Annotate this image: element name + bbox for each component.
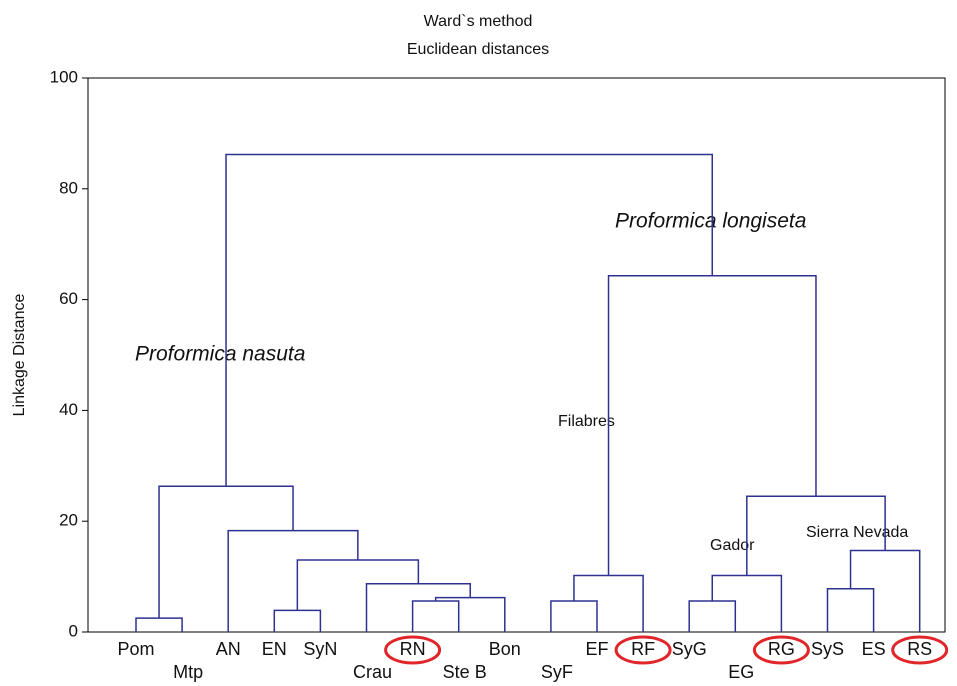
merge-link [296,559,420,611]
annotation: Proformica longiseta [615,210,806,233]
leaf-label: SyF [541,662,573,682]
y-tick-label: 80 [59,178,78,197]
leaf-label: RF [631,639,655,659]
chart-subtitle: Euclidean distances [407,41,549,58]
leaf-label: Crau [353,662,392,682]
leaf-label: ES [862,639,886,659]
leaf-label: SyG [672,639,707,659]
merge-link [434,596,506,632]
y-axis-label: Linkage Distance [11,294,28,417]
annotation: Filabres [558,413,615,430]
highlight-circle [614,635,672,665]
merge-link [573,574,644,632]
merge-link [227,529,359,632]
merge-link [365,583,471,632]
merge-link [135,617,183,632]
merge-link [158,485,294,619]
y-tick-label: 60 [59,289,78,308]
merge-link [688,600,737,632]
merge-link [225,153,713,487]
y-tick-label: 100 [50,67,78,86]
annotation: Gador [710,537,755,554]
plot-frame [87,77,946,633]
leaf-label: Mtp [173,662,203,682]
highlight-circle [752,635,810,665]
merge-link [849,549,921,632]
y-tick-label: 20 [59,511,78,530]
chart-title: Ward`s method [424,13,533,30]
leaf-label: AN [216,639,241,659]
y-tick-label: 40 [59,400,78,419]
annotation: Sierra Nevada [806,524,908,541]
leaf-label: EG [728,662,754,682]
leaf-label: Bon [489,639,521,659]
highlight-circle [384,635,442,665]
highlight-circle [891,635,949,665]
y-tick-label: 0 [69,621,78,640]
leaf-label: EF [585,639,608,659]
leaf-label: Ste B [443,662,487,682]
merge-link [550,600,598,632]
leaf-label: SyS [811,639,844,659]
annotation: Proformica nasuta [135,343,305,366]
merge-link [826,588,875,632]
merge-link [411,600,460,632]
leaf-label: RS [907,639,932,659]
leaf-label: RN [400,639,426,659]
merge-link [711,574,783,632]
merge-link [273,609,322,632]
leaf-label: SyN [303,639,337,659]
merge-link [607,275,817,576]
leaf-label: RG [768,639,795,659]
leaf-label: Pom [117,639,154,659]
leaf-label: EN [262,639,287,659]
